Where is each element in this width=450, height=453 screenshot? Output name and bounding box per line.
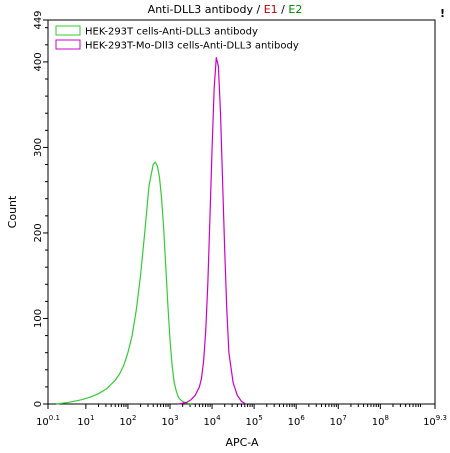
title-e2: E2	[288, 3, 302, 16]
x-tick-base: 10	[36, 417, 49, 428]
legend: HEK-293T cells-Anti-DLL3 antibody HEK-293…	[55, 25, 299, 52]
x-tick-base: 10	[161, 417, 174, 428]
x-tick-exponent: 5	[258, 414, 262, 422]
y-tick-label: 300	[33, 138, 44, 157]
y-tick-label: 400	[33, 52, 44, 71]
series-line-2	[178, 56, 247, 405]
x-tick-base: 10	[288, 417, 301, 428]
y-tick-label: 449	[33, 10, 44, 29]
x-tick-label: 104	[203, 414, 221, 428]
legend-swatch-2	[55, 39, 81, 50]
x-tick-exponent: 8	[384, 414, 388, 422]
title-separator-1: /	[253, 3, 264, 16]
x-axis-label: APC-A	[225, 436, 259, 449]
x-tick-exponent: 2	[132, 414, 136, 422]
series-layer	[56, 56, 247, 405]
legend-swatch-1	[55, 25, 81, 36]
x-tick-label: 107	[330, 414, 347, 428]
x-tick-base: 10	[77, 417, 90, 428]
x-tick-exponent: 0.1	[49, 414, 60, 422]
y-tick-label: 0	[33, 401, 44, 407]
y-tick-label: 200	[33, 223, 44, 242]
chart-title: Anti-DLL3 antibody / E1 / E2	[148, 3, 303, 16]
legend-label-1: HEK-293T cells-Anti-DLL3 antibody	[85, 27, 258, 38]
plot-area	[47, 19, 436, 405]
x-tick-base: 10	[203, 417, 216, 428]
x-tick-label: 106	[288, 414, 306, 428]
x-tick-label: 109.3	[423, 414, 447, 428]
title-prefix: Anti-DLL3 antibody	[148, 3, 254, 16]
x-tick-label: 100.1	[36, 414, 60, 428]
x-tick-base: 10	[372, 417, 385, 428]
y-tick-label: 100	[33, 309, 44, 328]
x-tick-base: 10	[119, 417, 132, 428]
x-tick-exponent: 7	[342, 414, 346, 422]
title-e1: E1	[264, 3, 278, 16]
corner-mark: !	[440, 7, 445, 20]
x-tick-base: 10	[330, 417, 343, 428]
title-separator-2: /	[278, 3, 289, 16]
x-tick-label: 101	[77, 414, 94, 428]
y-axis-label: Count	[6, 195, 19, 228]
x-tick-exponent: 3	[174, 414, 178, 422]
x-tick-base: 10	[423, 417, 436, 428]
x-tick-exponent: 9.3	[436, 414, 447, 422]
x-tick-label: 102	[119, 414, 136, 428]
x-tick-base: 10	[246, 417, 259, 428]
series-line-1	[56, 161, 192, 405]
x-axis: 100.1 101 102 103 104 105 106 107 108 109.3	[36, 404, 447, 428]
x-tick-exponent: 6	[300, 414, 305, 422]
x-tick-exponent: 1	[90, 414, 94, 422]
x-tick-exponent: 4	[216, 414, 221, 422]
x-tick-label: 108	[372, 414, 389, 428]
y-axis: 0 100 200 300 400 449	[33, 10, 48, 407]
x-tick-label: 103	[161, 414, 178, 428]
legend-label-2: HEK-293T-Mo-Dll3 cells-Anti-DLL3 antibod…	[85, 41, 299, 52]
x-tick-label: 105	[246, 414, 263, 428]
